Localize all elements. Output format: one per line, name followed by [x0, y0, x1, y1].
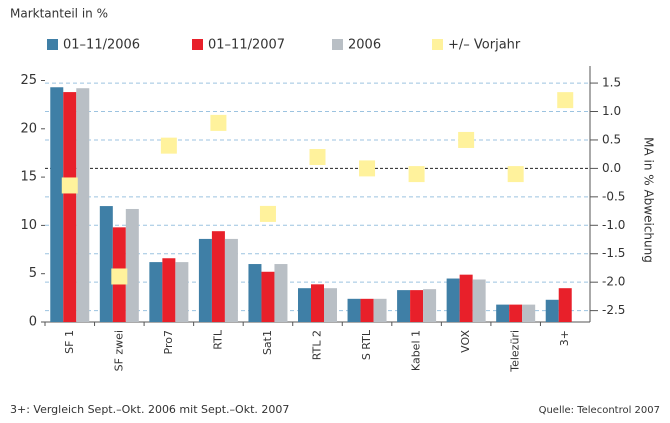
bar	[298, 288, 311, 322]
bar	[125, 208, 139, 322]
marker	[61, 177, 78, 194]
bar	[423, 289, 437, 322]
x-tick-label: VOX	[459, 330, 472, 353]
legend-label: 01–11/2007	[208, 38, 285, 53]
bar	[198, 238, 212, 322]
bar	[509, 304, 523, 322]
bar	[149, 262, 163, 322]
y2-tick-label: 1.5	[602, 76, 621, 90]
bar	[274, 264, 288, 322]
legend-swatch	[432, 39, 443, 50]
x-tick-label: RTL 2	[311, 330, 324, 360]
y-tick-label: 10	[20, 218, 37, 233]
bar	[175, 262, 189, 322]
bar	[472, 279, 486, 322]
marker	[259, 205, 276, 222]
bar	[373, 298, 387, 322]
source: Quelle: Telecontrol 2007	[539, 405, 660, 416]
bar	[496, 304, 510, 322]
bar	[99, 206, 113, 322]
x-tick-label: Telezüri	[509, 330, 522, 373]
y2-tick-label: 0.5	[602, 132, 621, 146]
marker	[507, 166, 524, 183]
y-tick-label: 25	[20, 73, 37, 88]
bar	[324, 288, 337, 322]
footnote: 3+: Vergleich Sept.–Okt. 2006 mit Sept.–…	[10, 403, 289, 416]
marker	[408, 166, 425, 183]
y2-tick-label: 1.0	[602, 104, 621, 118]
bar	[50, 87, 64, 322]
y-tick-label: 15	[20, 170, 37, 185]
chart-title: Marktanteil in %	[10, 7, 108, 21]
x-tick-label: SF zwei	[112, 330, 125, 371]
x-tick-label: Kabel 1	[410, 330, 423, 371]
marker	[359, 160, 376, 177]
y2-tick-label: -2.0	[602, 275, 625, 289]
bar	[248, 264, 262, 322]
y2-tick-label: -1.0	[602, 218, 625, 232]
y2-axis-title: MA in % Abweichung	[642, 137, 656, 263]
bar	[76, 88, 90, 322]
bar	[446, 278, 460, 322]
bar	[558, 288, 572, 322]
marker	[309, 149, 326, 166]
marker	[210, 114, 227, 131]
y-tick-label: 20	[20, 121, 37, 136]
bar	[311, 284, 324, 322]
marker	[557, 92, 574, 109]
bar	[261, 271, 275, 322]
legend-label: +/– Vorjahr	[448, 38, 521, 53]
bar	[410, 290, 424, 322]
bar	[545, 299, 559, 322]
legend-swatch	[332, 39, 343, 50]
x-tick-label: SF 1	[63, 330, 76, 354]
x-tick-label: Sat1	[261, 330, 274, 355]
marker	[458, 131, 475, 148]
x-tick-label: Pro7	[162, 330, 175, 354]
x-tick-label: S RTL	[360, 329, 373, 360]
legend-label: 01–11/2006	[63, 38, 140, 53]
bar	[522, 304, 536, 322]
y2-tick-label: -0.5	[602, 189, 625, 203]
y2-tick-label: -2.5	[602, 303, 625, 317]
bar	[397, 290, 411, 322]
legend-label: 2006	[348, 38, 381, 53]
bar	[162, 258, 176, 322]
y-tick-label: 5	[29, 266, 37, 281]
bar	[459, 274, 473, 322]
marker	[160, 137, 177, 154]
legend-swatch	[47, 39, 58, 50]
bar	[360, 298, 374, 322]
y2-tick-label: 0.0	[602, 161, 621, 175]
bar	[211, 231, 225, 322]
x-tick-label: 3+	[558, 330, 571, 346]
legend-swatch	[192, 39, 203, 50]
bar	[224, 238, 238, 322]
x-tick-label: RTL	[211, 329, 224, 350]
y-tick-label: 0	[29, 315, 37, 330]
y2-tick-label: -1.5	[602, 246, 625, 260]
bar	[347, 298, 361, 322]
bar	[63, 92, 77, 323]
marker	[111, 268, 128, 285]
